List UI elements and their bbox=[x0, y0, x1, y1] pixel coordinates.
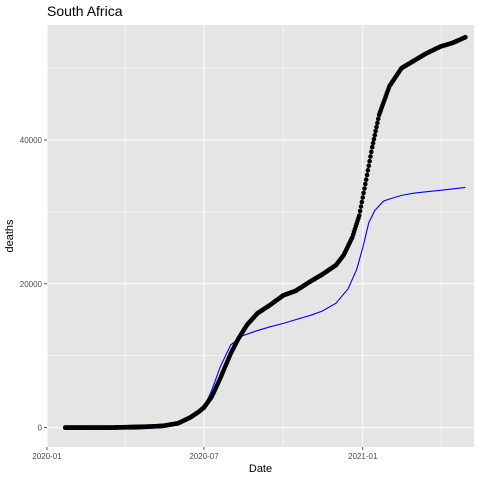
y-tick-label: 40000 bbox=[20, 136, 43, 145]
data-point bbox=[365, 168, 371, 173]
data-point bbox=[375, 120, 380, 126]
data-point bbox=[375, 116, 381, 122]
tick-labels: 2020-01 2020-07 2021-01 0 20000 40000 bbox=[20, 136, 378, 461]
axis-ticks bbox=[44, 139, 364, 450]
data-point bbox=[374, 124, 379, 130]
chart-title: South Africa bbox=[47, 3, 123, 19]
x-tick-label: 2020-07 bbox=[189, 452, 219, 461]
data-point bbox=[369, 149, 374, 155]
data-point bbox=[372, 132, 378, 138]
y-tick-label: 20000 bbox=[20, 280, 43, 289]
data-point bbox=[360, 195, 366, 200]
data-point bbox=[358, 204, 364, 209]
plot-panel bbox=[47, 25, 474, 447]
data-point bbox=[363, 177, 369, 182]
x-tick-label: 2020-01 bbox=[32, 452, 62, 461]
data-point bbox=[371, 136, 377, 142]
minor-gridlines bbox=[47, 25, 474, 447]
x-tick-label: 2021-01 bbox=[348, 452, 378, 461]
data-point bbox=[361, 190, 366, 196]
data-point bbox=[359, 199, 365, 205]
data-point bbox=[367, 158, 372, 164]
data-point bbox=[364, 172, 370, 178]
data-point bbox=[366, 163, 372, 169]
data-point bbox=[373, 128, 378, 134]
data-point bbox=[369, 144, 375, 150]
data-point bbox=[368, 154, 373, 159]
observed-points-series bbox=[62, 34, 468, 430]
major-gridlines bbox=[46, 25, 474, 447]
x-axis-title: Date bbox=[249, 463, 272, 475]
data-point bbox=[356, 213, 362, 218]
data-point bbox=[357, 208, 363, 214]
data-point bbox=[370, 140, 376, 146]
data-point bbox=[463, 34, 468, 40]
data-point bbox=[363, 181, 368, 187]
y-axis-title: deaths bbox=[4, 219, 16, 253]
data-point bbox=[362, 186, 367, 191]
y-tick-label: 0 bbox=[38, 424, 43, 433]
